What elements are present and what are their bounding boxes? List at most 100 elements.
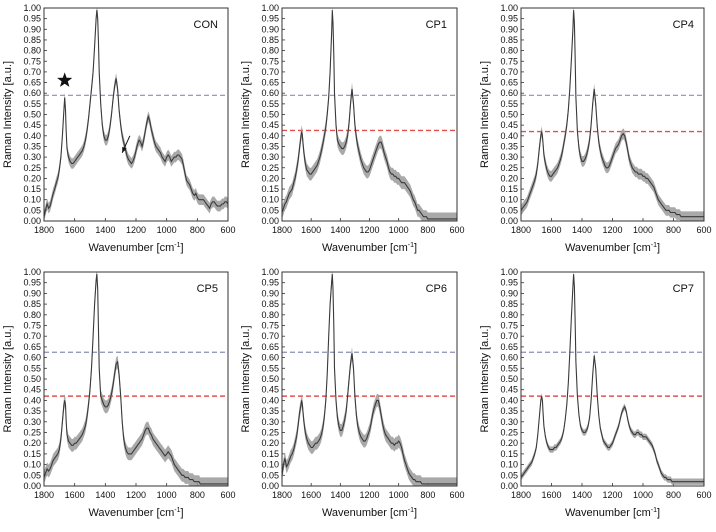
y-tick-label: 0.05: [261, 205, 279, 215]
y-tick-label: 0.50: [261, 110, 279, 120]
y-tick-label: 0.20: [261, 173, 279, 183]
y-tick-label: 1.00: [261, 267, 279, 277]
y-axis-title: Raman Intensity [a.u.]: [479, 61, 491, 168]
y-tick-label: 0.90: [261, 288, 279, 298]
y-tick-label: 0.35: [500, 406, 518, 416]
panel-label: CP1: [426, 19, 447, 31]
x-tick-label: 1200: [602, 225, 622, 235]
panel-label: CON: [194, 19, 219, 31]
y-tick-label: 0.50: [261, 374, 279, 384]
y-tick-label: 0.00: [23, 216, 41, 226]
y-tick-label: 0.00: [261, 216, 279, 226]
panel-cp1: 0.000.050.100.150.200.250.300.350.400.45…: [240, 3, 465, 254]
spectrum-line: [44, 274, 228, 485]
y-tick-label: 0.95: [500, 278, 518, 288]
panel-cp7: 0.000.050.100.150.200.250.300.350.400.45…: [479, 267, 712, 519]
plot-frame: [281, 271, 458, 487]
x-tick-label: 1000: [389, 225, 409, 235]
y-tick-label: 0.60: [261, 88, 279, 98]
y-tick-label: 0.40: [500, 131, 518, 141]
x-tick-label: 1600: [65, 490, 85, 500]
spectrum-std-band: [521, 272, 704, 485]
y-tick-label: 0.35: [500, 141, 518, 151]
y-tick-label: 1.00: [500, 267, 518, 277]
y-tick-label: 0.45: [23, 385, 41, 395]
y-tick-label: 0.70: [261, 331, 279, 341]
x-tick-label: 600: [696, 490, 711, 500]
y-tick-label: 0.15: [261, 449, 279, 459]
spectrum-std-band: [282, 272, 457, 486]
plot-frame: [43, 271, 229, 487]
y-tick-label: 0.55: [23, 99, 41, 109]
panel-label: CP5: [197, 283, 218, 295]
y-tick-label: 0.65: [261, 78, 279, 88]
y-tick-label: 0.10: [23, 460, 41, 470]
plot-frame: [520, 7, 705, 222]
x-tick-label: 1600: [301, 225, 321, 235]
x-tick-label: 800: [420, 225, 435, 235]
spectrum-std-band: [44, 8, 228, 221]
y-tick-label: 0.20: [261, 438, 279, 448]
y-tick-label: 0.00: [261, 481, 279, 491]
x-axis-title: Wavenumber [cm-1]: [565, 242, 660, 254]
y-tick-label: 0.10: [23, 195, 41, 205]
y-tick-label: 1.00: [261, 3, 279, 13]
x-tick-label: 1400: [330, 490, 350, 500]
y-tick-label: 0.90: [500, 24, 518, 34]
x-tick-label: 1800: [272, 490, 292, 500]
y-tick-label: 0.10: [500, 195, 518, 205]
x-tick-label: 600: [220, 490, 235, 500]
x-axis-title: Wavenumber [cm-1]: [88, 242, 183, 254]
y-axis-title: Raman Intensity [a.u.]: [240, 61, 252, 168]
plot-area: [521, 8, 704, 221]
x-tick-label: 1400: [95, 490, 115, 500]
y-tick-label: 0.45: [500, 120, 518, 130]
y-tick-label: 0.45: [23, 120, 41, 130]
y-tick-label: 0.95: [261, 14, 279, 24]
x-tick-label: 1400: [572, 225, 592, 235]
x-tick-label: 1800: [511, 490, 531, 500]
x-tick-label: 1200: [359, 490, 379, 500]
x-tick-label: 1000: [633, 490, 653, 500]
y-tick-label: 0.35: [23, 141, 41, 151]
y-tick-label: 0.65: [23, 342, 41, 352]
y-tick-label: 0.20: [500, 438, 518, 448]
y-tick-label: 0.75: [23, 56, 41, 66]
y-tick-label: 0.25: [261, 163, 279, 173]
y-tick-label: 0.70: [500, 67, 518, 77]
spectrum-line: [44, 10, 228, 217]
y-tick-label: 0.50: [23, 374, 41, 384]
x-tick-label: 800: [420, 490, 435, 500]
y-tick-label: 0.30: [23, 417, 41, 427]
y-tick-label: 0.40: [23, 131, 41, 141]
y-tick-label: 0.45: [261, 120, 279, 130]
y-tick-label: 0.85: [500, 35, 518, 45]
x-tick-label: 1000: [633, 225, 653, 235]
y-tick-label: 0.85: [261, 299, 279, 309]
plot-frame: [43, 7, 229, 222]
y-tick-label: 0.65: [500, 342, 518, 352]
plot-area: [521, 272, 704, 485]
y-tick-label: 0.95: [500, 14, 518, 24]
plot-area: [282, 272, 457, 486]
y-tick-label: 0.15: [500, 184, 518, 194]
y-tick-label: 0.10: [500, 460, 518, 470]
y-tick-label: 0.55: [500, 363, 518, 373]
y-tick-label: 0.20: [23, 438, 41, 448]
y-tick-label: 0.70: [23, 331, 41, 341]
y-tick-label: 0.90: [500, 288, 518, 298]
y-tick-label: 0.50: [500, 110, 518, 120]
y-tick-label: 0.45: [261, 385, 279, 395]
y-tick-label: 1.00: [500, 3, 518, 13]
y-tick-label: 0.65: [261, 342, 279, 352]
y-tick-label: 0.75: [500, 321, 518, 331]
y-tick-label: 0.55: [261, 99, 279, 109]
x-tick-label: 600: [220, 225, 235, 235]
y-tick-label: 0.85: [261, 35, 279, 45]
y-tick-label: 0.00: [500, 481, 518, 491]
y-tick-label: 0.85: [23, 35, 41, 45]
x-tick-label: 1200: [359, 225, 379, 235]
plot-area: [44, 272, 228, 486]
y-tick-label: 0.85: [500, 299, 518, 309]
y-tick-label: 0.30: [500, 417, 518, 427]
